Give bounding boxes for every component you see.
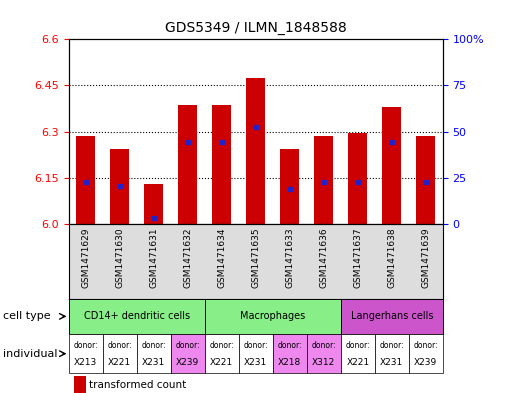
Text: donor:: donor: (176, 341, 200, 349)
Text: X231: X231 (142, 358, 165, 367)
Bar (239, 334, 273, 373)
Text: donor:: donor: (107, 341, 132, 349)
Text: donor:: donor: (209, 341, 234, 349)
Text: X312: X312 (312, 358, 335, 367)
Bar (145, 184, 163, 224)
Text: X231: X231 (380, 358, 404, 367)
Bar (178, 105, 197, 224)
Bar (76, 136, 95, 224)
Text: donor:: donor: (142, 341, 166, 349)
Text: GSM1471637: GSM1471637 (353, 228, 362, 288)
Bar (280, 149, 299, 224)
Bar (110, 149, 129, 224)
Text: GSM1471630: GSM1471630 (115, 228, 124, 288)
Text: GSM1471639: GSM1471639 (421, 228, 430, 288)
Text: cell type: cell type (3, 311, 50, 321)
Bar (382, 107, 401, 224)
Text: individual: individual (3, 349, 57, 359)
Bar (349, 133, 367, 224)
Text: donor:: donor: (73, 341, 98, 349)
Text: transformed count: transformed count (89, 380, 186, 389)
Text: CD14+ dendritic cells: CD14+ dendritic cells (83, 311, 190, 321)
Text: donor:: donor: (277, 341, 302, 349)
Bar (212, 105, 231, 224)
Bar (409, 334, 443, 373)
Text: Langerhans cells: Langerhans cells (351, 311, 433, 321)
Text: GSM1471633: GSM1471633 (285, 228, 294, 288)
Text: GSM1471636: GSM1471636 (319, 228, 328, 288)
Text: donor:: donor: (243, 341, 268, 349)
Text: X213: X213 (74, 358, 97, 367)
Text: X221: X221 (210, 358, 233, 367)
Text: donor:: donor: (346, 341, 370, 349)
Text: GSM1471629: GSM1471629 (81, 228, 90, 288)
Bar (375, 334, 409, 373)
Bar (74, 376, 86, 393)
Text: X239: X239 (176, 358, 200, 367)
Text: GSM1471634: GSM1471634 (217, 228, 227, 288)
Text: X218: X218 (278, 358, 301, 367)
Bar (137, 334, 171, 373)
Text: Macrophages: Macrophages (240, 311, 305, 321)
Bar (205, 334, 239, 373)
Bar (69, 299, 205, 334)
Bar (307, 334, 341, 373)
Text: X221: X221 (346, 358, 370, 367)
Bar (69, 334, 103, 373)
Bar (416, 136, 435, 224)
Title: GDS5349 / ILMN_1848588: GDS5349 / ILMN_1848588 (165, 22, 347, 35)
Text: GSM1471632: GSM1471632 (183, 228, 192, 288)
Text: donor:: donor: (380, 341, 404, 349)
Bar (341, 299, 443, 334)
Text: GSM1471638: GSM1471638 (387, 228, 397, 288)
Text: GSM1471631: GSM1471631 (149, 228, 158, 288)
Text: X221: X221 (108, 358, 131, 367)
Bar (171, 334, 205, 373)
Bar (315, 136, 333, 224)
Text: donor:: donor: (413, 341, 438, 349)
Bar (341, 334, 375, 373)
Text: donor:: donor: (312, 341, 336, 349)
Bar (103, 334, 137, 373)
Text: X231: X231 (244, 358, 267, 367)
Bar (205, 299, 341, 334)
Bar (246, 78, 265, 224)
Bar (273, 334, 307, 373)
Text: GSM1471635: GSM1471635 (251, 228, 260, 288)
Text: X239: X239 (414, 358, 437, 367)
